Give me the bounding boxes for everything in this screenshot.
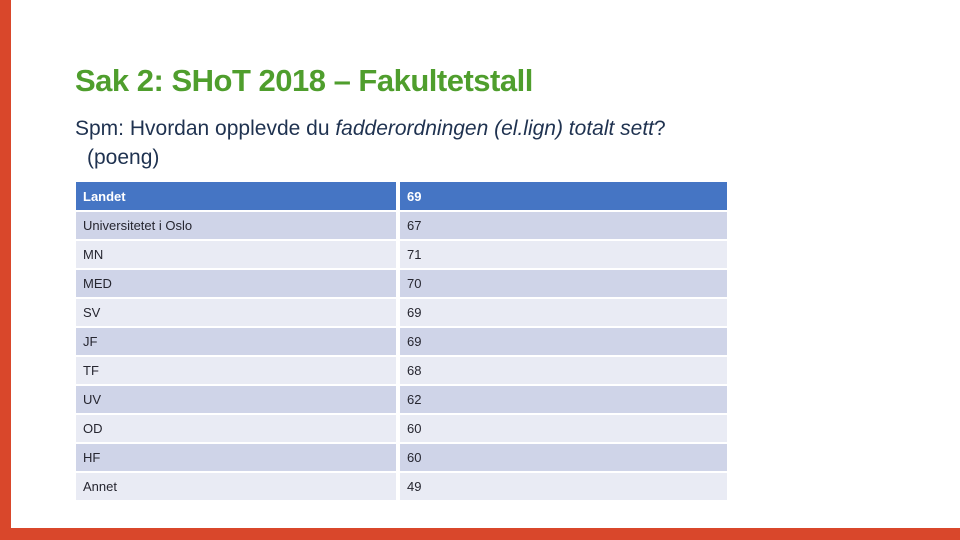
row-label-cell: TF	[76, 357, 396, 384]
row-label-cell: MN	[76, 241, 396, 268]
row-label-cell: JF	[76, 328, 396, 355]
table-row: TF 68	[76, 357, 727, 384]
subtitle-italic: fadderordningen (el.lign) totalt sett	[335, 117, 655, 140]
row-value-cell: 49	[400, 473, 727, 500]
table-row: Universitetet i Oslo 67	[76, 212, 727, 239]
row-label-cell: SV	[76, 299, 396, 326]
row-label-cell: MED	[76, 270, 396, 297]
table-row: UV 62	[76, 386, 727, 413]
results-table-body: Universitetet i Oslo 67 MN 71 MED 70 SV …	[76, 212, 727, 500]
table-header-row: Landet 69	[76, 182, 727, 210]
table-row: HF 60	[76, 444, 727, 471]
subtitle-line2: (poeng)	[87, 146, 160, 169]
page-title: Sak 2: SHoT 2018 – Fakultetstall	[75, 63, 533, 98]
table-row: OD 60	[76, 415, 727, 442]
row-value-cell: 69	[400, 328, 727, 355]
header-value-cell: 69	[400, 182, 727, 210]
row-value-cell: 69	[400, 299, 727, 326]
header-label-cell: Landet	[76, 182, 396, 210]
row-value-cell: 71	[400, 241, 727, 268]
table-row: JF 69	[76, 328, 727, 355]
row-value-cell: 60	[400, 444, 727, 471]
slide-border-bottom	[0, 528, 960, 540]
subtitle-prefix: Spm: Hvordan opplevde du	[75, 117, 336, 140]
row-value-cell: 67	[400, 212, 727, 239]
table-row: MED 70	[76, 270, 727, 297]
row-label-cell: UV	[76, 386, 396, 413]
subtitle-suffix: ?	[654, 117, 666, 140]
slide-border-left	[0, 0, 11, 540]
row-label-cell: Universitetet i Oslo	[76, 212, 396, 239]
table-row: Annet 49	[76, 473, 727, 500]
row-value-cell: 68	[400, 357, 727, 384]
results-table: Landet 69 Universitetet i Oslo 67 MN 71 …	[76, 182, 727, 502]
table-row: MN 71	[76, 241, 727, 268]
table-row: SV 69	[76, 299, 727, 326]
slide-subtitle: Spm: Hvordan opplevde du fadderordningen…	[75, 114, 666, 172]
row-label-cell: OD	[76, 415, 396, 442]
row-label-cell: Annet	[76, 473, 396, 500]
row-value-cell: 62	[400, 386, 727, 413]
row-label-cell: HF	[76, 444, 396, 471]
row-value-cell: 60	[400, 415, 727, 442]
row-value-cell: 70	[400, 270, 727, 297]
